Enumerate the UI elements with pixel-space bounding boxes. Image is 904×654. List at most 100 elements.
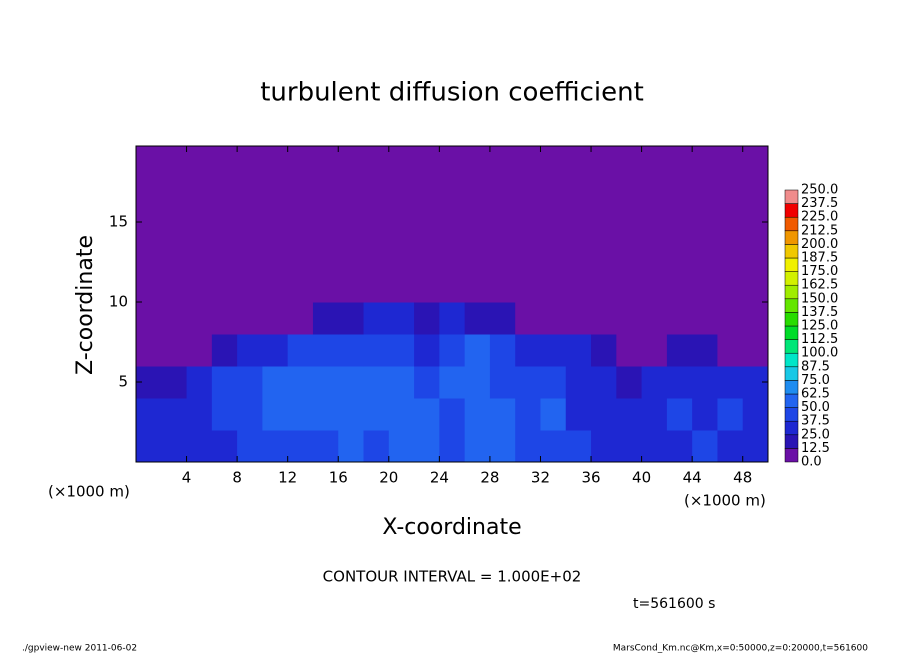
heat-cell	[211, 270, 238, 303]
heat-cell	[338, 398, 365, 431]
heat-cell	[161, 270, 188, 303]
heat-cell	[489, 174, 516, 207]
heat-cell	[388, 430, 415, 463]
heat-cell	[666, 174, 693, 207]
heat-cell	[414, 398, 440, 431]
heat-cell	[439, 302, 466, 335]
heat-cell	[565, 238, 592, 271]
heat-cell	[692, 366, 718, 399]
heat-cell	[641, 174, 668, 207]
heat-cell	[211, 398, 238, 431]
heat-cell	[666, 270, 693, 303]
heat-cell	[489, 270, 516, 303]
heat-cell	[692, 270, 718, 303]
heat-cell	[515, 270, 541, 303]
heat-cell	[136, 238, 162, 271]
heat-cell	[388, 206, 415, 239]
heat-cell	[641, 206, 668, 239]
heat-cell	[591, 302, 617, 335]
heat-cell	[211, 238, 238, 271]
heat-cell	[338, 334, 365, 367]
heat-cell	[363, 398, 390, 431]
colorbar-swatch	[784, 325, 799, 340]
heat-cell	[565, 366, 592, 399]
x-tick-label: 8	[232, 469, 242, 487]
heat-cell	[186, 174, 213, 207]
time-label: t=561600 s	[633, 596, 715, 612]
heat-cell	[211, 430, 238, 463]
heat-cell	[439, 270, 466, 303]
heat-cell	[439, 334, 466, 367]
heat-cell	[717, 146, 744, 175]
heat-cell	[717, 270, 744, 303]
x-tick-label: 28	[480, 469, 499, 487]
heat-cell	[742, 334, 769, 367]
contour-interval: CONTOUR INTERVAL = 1.000E+02	[323, 568, 582, 586]
heat-cell	[338, 146, 365, 175]
heat-cell	[464, 174, 491, 207]
heat-cell	[616, 302, 643, 335]
colorbar-label: 137.5	[801, 305, 838, 320]
heat-cell	[363, 206, 390, 239]
heat-cell	[464, 238, 491, 271]
colorbar-swatch	[784, 434, 799, 449]
heat-cell	[742, 174, 769, 207]
colorbar-swatch	[784, 393, 799, 408]
heat-cell	[237, 270, 263, 303]
heat-cell	[312, 302, 339, 335]
heat-cell	[464, 398, 491, 431]
heat-cell	[692, 398, 718, 431]
heat-cell	[464, 366, 491, 399]
heat-cell	[616, 398, 643, 431]
heat-cell	[262, 146, 289, 175]
heat-cell	[489, 238, 516, 271]
x-tick-label: 48	[733, 469, 752, 487]
heat-cell	[312, 366, 339, 399]
heat-cell	[692, 206, 718, 239]
heat-cell	[515, 430, 541, 463]
x-tick-label: 12	[278, 469, 297, 487]
heat-cell	[414, 174, 440, 207]
heat-cell	[363, 270, 390, 303]
heat-cell	[287, 174, 314, 207]
heat-cell	[515, 206, 541, 239]
heat-cell	[666, 238, 693, 271]
heat-cell	[464, 430, 491, 463]
colorbar-swatch	[784, 244, 799, 259]
heat-cell	[439, 146, 466, 175]
heat-cell	[717, 366, 744, 399]
heat-cell	[186, 302, 213, 335]
heat-cell	[591, 238, 617, 271]
heat-cell	[692, 302, 718, 335]
colorbar-label: 75.0	[801, 373, 830, 388]
heat-cell	[186, 398, 213, 431]
heat-cell	[515, 366, 541, 399]
heat-cell	[616, 174, 643, 207]
colorbar-label: 187.5	[801, 251, 838, 266]
heat-cell	[439, 238, 466, 271]
colorbar-swatch	[784, 271, 799, 286]
heat-cell	[287, 334, 314, 367]
heat-cell	[439, 174, 466, 207]
heat-cell	[591, 146, 617, 175]
heat-cell	[237, 146, 263, 175]
colorbar-label: 175.0	[801, 264, 838, 279]
heat-cell	[363, 366, 390, 399]
heat-cell	[186, 430, 213, 463]
heat-cell	[489, 206, 516, 239]
heat-cell	[388, 302, 415, 335]
colorbar-label: 125.0	[801, 319, 838, 334]
y-tick-label: 5	[118, 373, 128, 391]
heat-cell	[591, 366, 617, 399]
heat-cell	[136, 146, 162, 175]
heat-cell	[641, 398, 668, 431]
heat-cell	[616, 334, 643, 367]
heat-cell	[464, 302, 491, 335]
heat-cell	[489, 302, 516, 335]
chart-title: turbulent diffusion coefficient	[260, 78, 644, 108]
colorbar-label: 212.5	[801, 223, 838, 238]
heat-cell	[287, 398, 314, 431]
heat-cell	[237, 430, 263, 463]
heat-cell	[262, 430, 289, 463]
heat-cell	[388, 270, 415, 303]
